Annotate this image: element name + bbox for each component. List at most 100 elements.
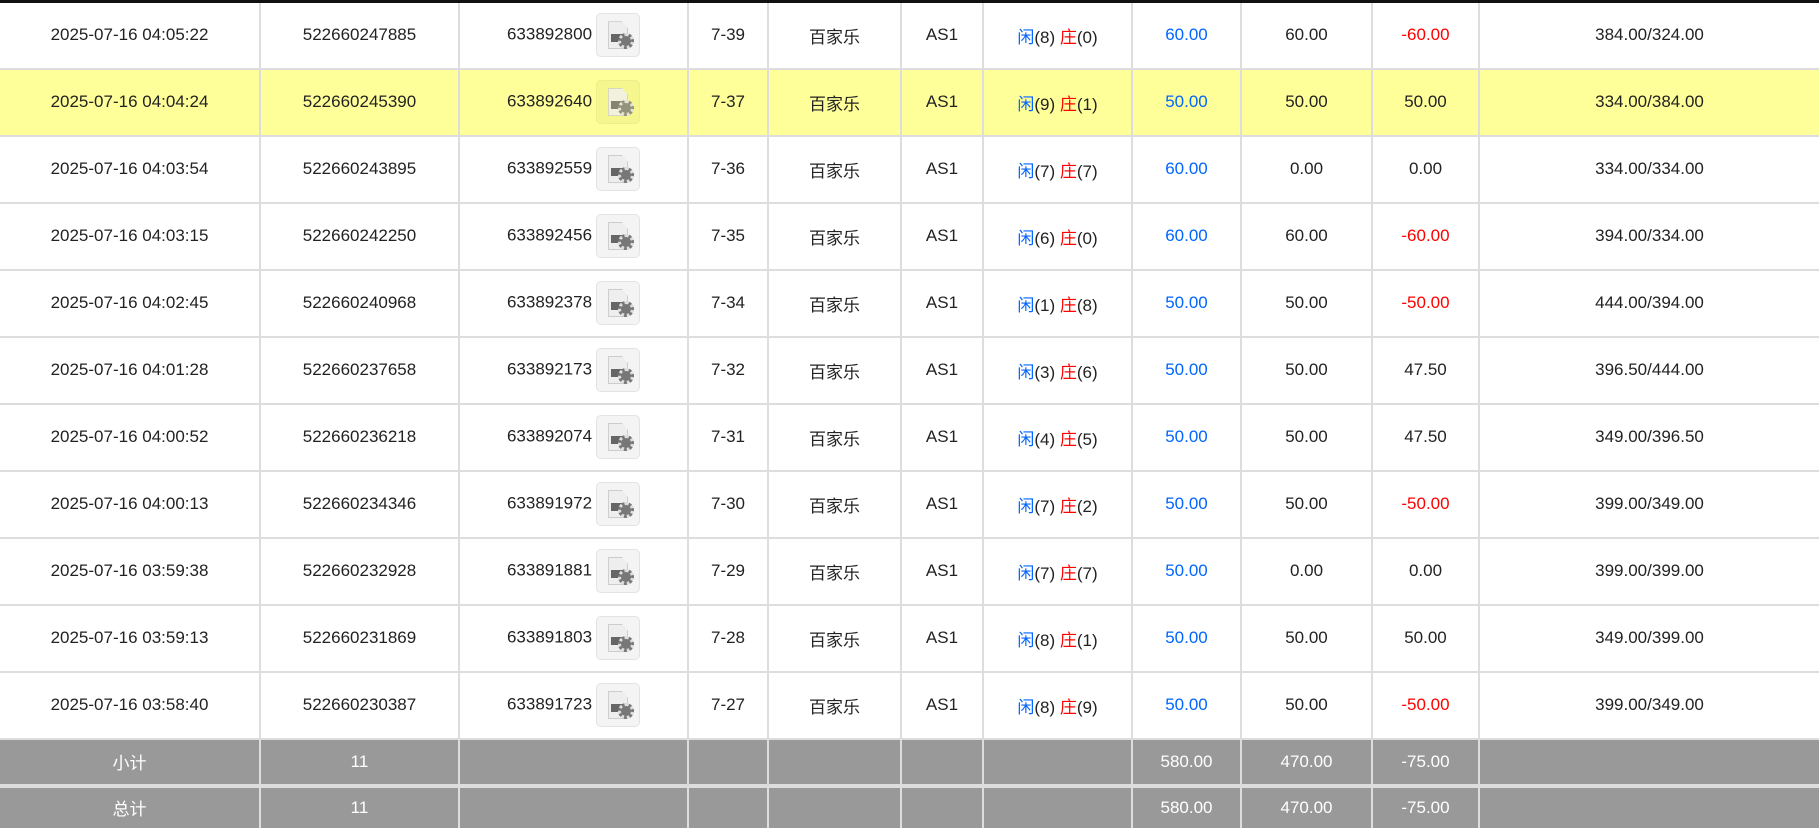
bet-amount: 50.00 — [1131, 604, 1241, 673]
win-loss: -50.00 — [1371, 269, 1479, 338]
shoe-number: 7-32 — [687, 336, 768, 405]
balance: 444.00/394.00 — [1478, 269, 1819, 338]
banker-points: (5) — [1076, 429, 1098, 449]
game-type: 百家乐 — [767, 269, 901, 338]
bet-time: 2025-07-16 04:00:52 — [0, 403, 260, 472]
balance: 384.00/324.00 — [1478, 1, 1819, 70]
video-replay-icon[interactable] — [596, 683, 641, 727]
game-type: 百家乐 — [767, 135, 901, 204]
subtotal-row: 小计 11 580.00 470.00 -75.00 — [0, 738, 1819, 788]
result: 闲(8) 庄(0) — [982, 1, 1132, 70]
video-replay-icon[interactable] — [596, 482, 641, 526]
player-points: (9) — [1034, 94, 1056, 114]
balance: 349.00/396.50 — [1478, 403, 1819, 472]
banker-points: (8) — [1076, 295, 1098, 315]
player-points: (7) — [1034, 496, 1056, 516]
banker-label: 庄 — [1059, 630, 1077, 650]
win-loss: -60.00 — [1371, 202, 1479, 271]
valid-bet: 0.00 — [1240, 135, 1372, 204]
bet-id: 522660243895 — [259, 135, 459, 204]
player-points: (7) — [1034, 563, 1056, 583]
table-row: 2025-07-16 04:00:13 522660234346 633891972… — [0, 470, 1819, 539]
bet-amount: 50.00 — [1131, 336, 1241, 405]
result: 闲(4) 庄(5) — [982, 403, 1132, 472]
video-replay-icon[interactable] — [596, 147, 641, 191]
banker-label: 庄 — [1059, 563, 1077, 583]
banker-label: 庄 — [1059, 161, 1077, 181]
bet-time: 2025-07-16 04:03:15 — [0, 202, 260, 271]
game-type: 百家乐 — [767, 1, 901, 70]
round-id: 633891972 — [506, 493, 593, 513]
banker-label: 庄 — [1059, 697, 1077, 717]
result: 闲(3) 庄(6) — [982, 336, 1132, 405]
bet-id: 522660231869 — [259, 604, 459, 673]
round-id: 633892559 — [506, 158, 593, 178]
table-row: 2025-07-16 04:01:28 522660237658 633892173… — [0, 336, 1819, 405]
table-name: AS1 — [900, 671, 983, 740]
win-loss: -50.00 — [1371, 671, 1479, 740]
summary-bet: 580.00 — [1131, 738, 1241, 788]
round-id-cell: 633891972 — [458, 470, 688, 539]
video-replay-icon[interactable] — [596, 549, 641, 593]
bet-id: 522660247885 — [259, 1, 459, 70]
banker-points: (7) — [1076, 161, 1098, 181]
banker-label: 庄 — [1059, 362, 1077, 382]
shoe-number: 7-28 — [687, 604, 768, 673]
result: 闲(7) 庄(2) — [982, 470, 1132, 539]
banker-points: (1) — [1076, 630, 1098, 650]
round-id-cell: 633892456 — [458, 202, 688, 271]
round-id-cell: 633891723 — [458, 671, 688, 740]
video-replay-icon[interactable] — [596, 348, 641, 392]
video-replay-icon[interactable] — [596, 616, 641, 660]
balance: 334.00/334.00 — [1478, 135, 1819, 204]
bet-id: 522660240968 — [259, 269, 459, 338]
summary-valid: 470.00 — [1240, 738, 1372, 788]
summary-valid: 470.00 — [1240, 785, 1372, 828]
bet-time: 2025-07-16 04:02:45 — [0, 269, 260, 338]
video-replay-icon[interactable] — [596, 415, 641, 459]
banker-label: 庄 — [1059, 228, 1077, 248]
video-replay-icon[interactable] — [596, 281, 641, 325]
bet-amount: 50.00 — [1131, 68, 1241, 137]
win-loss: -60.00 — [1371, 1, 1479, 70]
summary-win-loss: -75.00 — [1371, 738, 1479, 788]
round-id: 633892074 — [506, 426, 593, 446]
bet-time: 2025-07-16 03:59:13 — [0, 604, 260, 673]
banker-points: (0) — [1076, 27, 1098, 47]
banker-points: (1) — [1076, 94, 1098, 114]
round-id-cell: 633892800 — [458, 1, 688, 70]
bet-time: 2025-07-16 04:00:13 — [0, 470, 260, 539]
video-replay-icon[interactable] — [596, 214, 641, 258]
video-replay-icon[interactable] — [596, 13, 641, 58]
bet-time: 2025-07-16 03:59:38 — [0, 537, 260, 606]
result: 闲(1) 庄(8) — [982, 269, 1132, 338]
player-points: (8) — [1034, 630, 1056, 650]
banker-label: 庄 — [1059, 429, 1077, 449]
shoe-number: 7-31 — [687, 403, 768, 472]
bet-amount: 50.00 — [1131, 537, 1241, 606]
balance: 334.00/384.00 — [1478, 68, 1819, 137]
game-type: 百家乐 — [767, 537, 901, 606]
player-label: 闲 — [1017, 630, 1035, 650]
bet-id: 522660234346 — [259, 470, 459, 539]
summary-count: 11 — [259, 738, 459, 788]
balance: 399.00/349.00 — [1478, 671, 1819, 740]
bet-amount: 50.00 — [1131, 470, 1241, 539]
game-type: 百家乐 — [767, 604, 901, 673]
bet-id: 522660236218 — [259, 403, 459, 472]
total-row: 总计 11 580.00 470.00 -75.00 — [0, 785, 1819, 828]
video-replay-icon[interactable] — [596, 80, 641, 124]
player-points: (3) — [1034, 362, 1056, 382]
bet-id: 522660230387 — [259, 671, 459, 740]
table-row: 2025-07-16 04:02:45 522660240968 633892378… — [0, 269, 1819, 338]
round-id-cell: 633892378 — [458, 269, 688, 338]
bet-amount: 50.00 — [1131, 671, 1241, 740]
player-label: 闲 — [1017, 697, 1035, 717]
table-name: AS1 — [900, 336, 983, 405]
bet-amount: 60.00 — [1131, 1, 1241, 70]
valid-bet: 50.00 — [1240, 403, 1372, 472]
table-name: AS1 — [900, 269, 983, 338]
game-type: 百家乐 — [767, 403, 901, 472]
table-row: 2025-07-16 04:04:24 522660245390 633892640… — [0, 68, 1819, 137]
valid-bet: 50.00 — [1240, 68, 1372, 137]
